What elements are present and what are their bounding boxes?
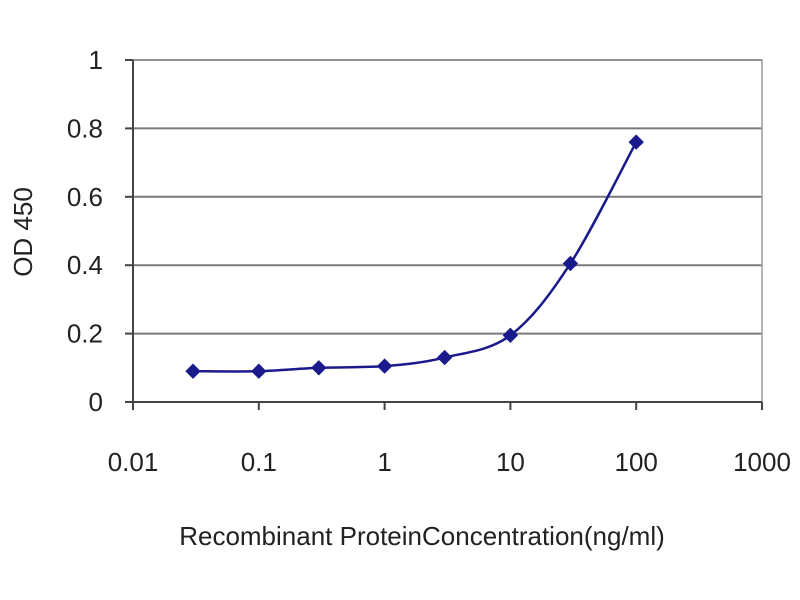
x-axis-title: Recombinant ProteinConcentration(ng/ml) — [179, 521, 665, 551]
data-point — [628, 134, 644, 150]
x-tick-label: 1 — [377, 447, 391, 477]
data-point — [562, 255, 579, 272]
x-tick-label: 1000 — [733, 447, 791, 477]
data-point — [311, 360, 327, 376]
plot-area-frame — [132, 59, 763, 403]
axis-layer — [125, 59, 763, 410]
y-tick-label: 0 — [89, 387, 103, 417]
data-point — [185, 363, 201, 379]
y-tick-label: 0.8 — [67, 113, 103, 143]
data-point — [502, 327, 519, 344]
data-point — [376, 358, 393, 374]
y-axis-title: OD 450 — [8, 187, 38, 277]
x-tick-label: 10 — [496, 447, 525, 477]
label-layer: 0 0.2 0.4 0.6 0.8 1 0.01 0.1 1 10 100 1000 — [67, 45, 791, 477]
series-layer — [185, 134, 644, 379]
y-tick-label: 1 — [89, 45, 103, 75]
y-tick-label: 0.4 — [67, 250, 103, 280]
x-tick-label: 0.1 — [241, 447, 277, 477]
grid-layer — [133, 59, 762, 335]
x-tick-label: 0.01 — [108, 447, 159, 477]
data-point — [436, 349, 453, 366]
y-tick-label: 0.2 — [67, 319, 103, 349]
y-tick-label: 0.6 — [67, 182, 103, 212]
data-point — [251, 363, 267, 379]
x-tick-label: 100 — [615, 447, 658, 477]
